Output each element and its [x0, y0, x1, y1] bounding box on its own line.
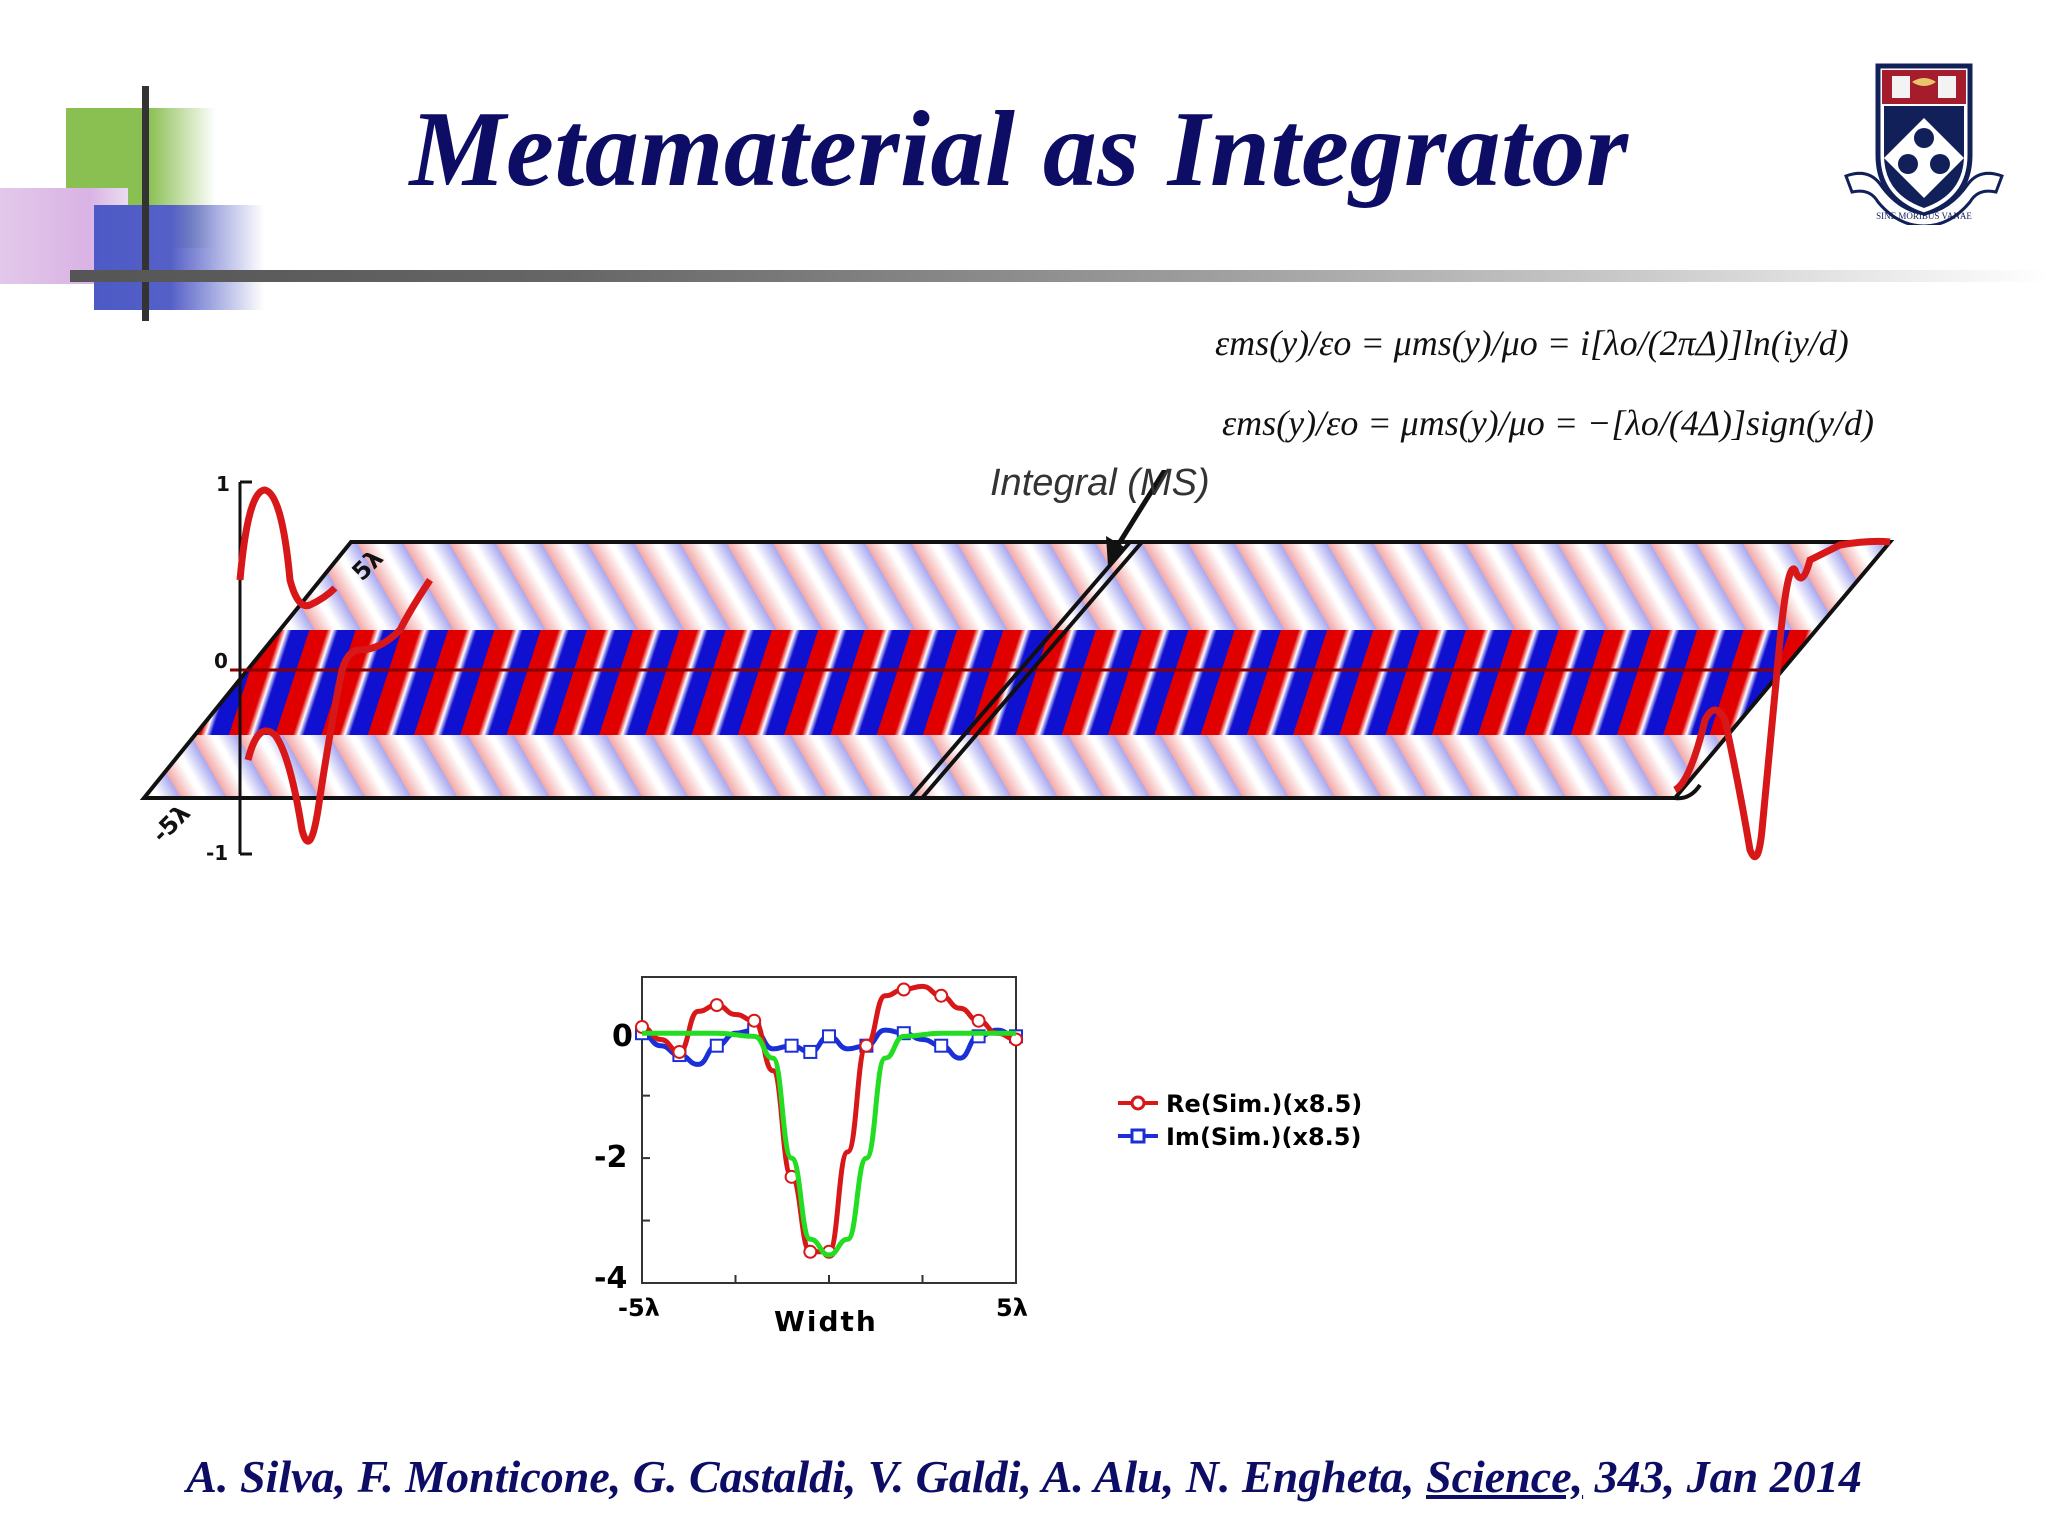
citation-authors: A. Silva, F. Monticone, G. Castaldi, V. … [186, 1451, 1426, 1502]
width-label-bottom: -5λ [146, 799, 195, 848]
legend-im: Im(Sim.)(x8.5) [1118, 1123, 1361, 1151]
y-tick-label-minus2: -2 [594, 1140, 627, 1175]
series-0-marker [672, 1044, 687, 1059]
callout-integral-ms: Integral (MS) [990, 462, 1210, 504]
series-0-marker [896, 982, 911, 997]
equation-log: εms(y)/εo = μms(y)/μo = i[λo/(2πΔ)]ln(iy… [1215, 323, 1849, 363]
series-0-marker [747, 1013, 762, 1028]
chart-frame [641, 976, 1017, 1284]
penn-shield-logo: SINE MORIBUS VANAE [1844, 63, 2004, 225]
series-0-marker [971, 1013, 986, 1028]
series-1-marker [803, 1044, 818, 1059]
citation-journal-link[interactable]: Science, [1426, 1451, 1584, 1502]
series-0-marker [803, 1244, 818, 1259]
field-tick-1: 1 [216, 472, 230, 496]
x-axis-label: Width [774, 1305, 878, 1338]
citation-volume: 343, Jan 2014 [1583, 1451, 1862, 1502]
x-tick-label-left: -5λ [618, 1294, 660, 1322]
series-line-2 [642, 1030, 1016, 1258]
slide-title: Metamaterial as Integrator [409, 90, 1629, 209]
title-rule [70, 270, 2048, 282]
series-1-marker [934, 1038, 949, 1053]
field-tick-minus1: -1 [206, 841, 228, 865]
y-tick-label-minus4: -4 [594, 1261, 627, 1296]
logo-motto: SINE MORIBUS VANAE [1876, 211, 1972, 221]
series-0-marker [709, 998, 724, 1013]
series-1-marker [784, 1038, 799, 1053]
x-tick-label-right: 5λ [996, 1294, 1028, 1322]
equation-sign: εms(y)/εo = μms(y)/μo = −[λo/(4Δ)]sign(y… [1222, 403, 1875, 443]
y-tick-label-0: 0 [612, 1019, 633, 1054]
field-map-panel: 1 0 -1 5λ -5λ [139, 470, 1895, 865]
decor-vertical-line [142, 86, 149, 321]
legend-re: Re(Sim.)(x8.5) [1118, 1090, 1362, 1118]
series-0-marker [934, 988, 949, 1003]
citation: A. Silva, F. Monticone, G. Castaldi, V. … [0, 1450, 2048, 1503]
decor-blue-square [94, 205, 264, 310]
series-1-marker [822, 1029, 836, 1044]
field-tick-0: 0 [214, 649, 228, 673]
legend-re-label: Re(Sim.)(x8.5) [1166, 1090, 1362, 1118]
profile-chart: 0 -2 -4 -5λ 5λ Width Re(Sim.)(x8.5) Im(S… [594, 976, 1362, 1338]
series-1-marker [709, 1038, 724, 1053]
legend-im-label: Im(Sim.)(x8.5) [1166, 1123, 1361, 1151]
series-0-marker [859, 1038, 874, 1053]
